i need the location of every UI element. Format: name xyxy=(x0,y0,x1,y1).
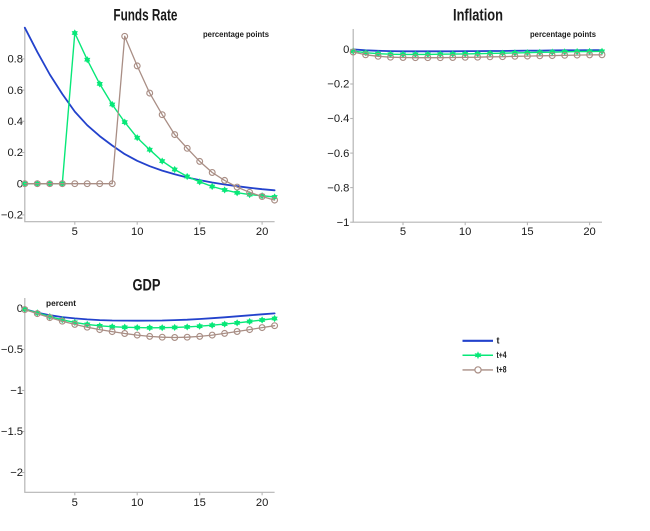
svg-text:15: 15 xyxy=(193,497,205,509)
svg-text:−0.2: −0.2 xyxy=(1,210,23,222)
svg-text:20: 20 xyxy=(256,226,268,238)
svg-text:percentage points: percentage points xyxy=(203,30,269,39)
svg-text:0: 0 xyxy=(17,303,23,315)
svg-text:0.6: 0.6 xyxy=(7,85,23,97)
svg-text:5: 5 xyxy=(72,497,78,509)
svg-text:t+8: t+8 xyxy=(497,365,507,375)
svg-text:5: 5 xyxy=(72,226,78,238)
svg-text:−1.5: −1.5 xyxy=(1,426,23,438)
svg-text:−0.4: −0.4 xyxy=(327,113,349,125)
svg-text:−0.8: −0.8 xyxy=(327,182,349,194)
svg-text:t: t xyxy=(497,336,500,346)
svg-text:Inflation: Inflation xyxy=(453,7,503,25)
svg-text:20: 20 xyxy=(583,226,595,238)
svg-text:Funds Rate: Funds Rate xyxy=(113,7,177,25)
svg-text:−0.5: −0.5 xyxy=(1,344,23,356)
svg-text:0.2: 0.2 xyxy=(7,147,23,159)
svg-text:0: 0 xyxy=(343,44,349,56)
svg-text:0: 0 xyxy=(17,178,23,190)
svg-text:−0.2: −0.2 xyxy=(327,79,349,91)
svg-text:10: 10 xyxy=(131,497,143,509)
svg-text:−1: −1 xyxy=(337,217,350,229)
svg-text:percent: percent xyxy=(46,299,76,308)
svg-text:15: 15 xyxy=(521,226,533,238)
svg-text:20: 20 xyxy=(256,497,268,509)
svg-text:10: 10 xyxy=(131,226,143,238)
svg-text:−0.6: −0.6 xyxy=(327,148,349,160)
svg-text:0.4: 0.4 xyxy=(7,116,23,128)
svg-text:15: 15 xyxy=(193,226,205,238)
svg-text:10: 10 xyxy=(459,226,471,238)
svg-text:percentage points: percentage points xyxy=(530,30,596,39)
svg-text:0.8: 0.8 xyxy=(7,54,23,66)
svg-text:−1: −1 xyxy=(10,385,23,397)
svg-text:5: 5 xyxy=(400,226,406,238)
svg-text:GDP: GDP xyxy=(133,276,161,294)
svg-text:t+4: t+4 xyxy=(497,350,507,360)
svg-text:−2: −2 xyxy=(10,467,23,479)
